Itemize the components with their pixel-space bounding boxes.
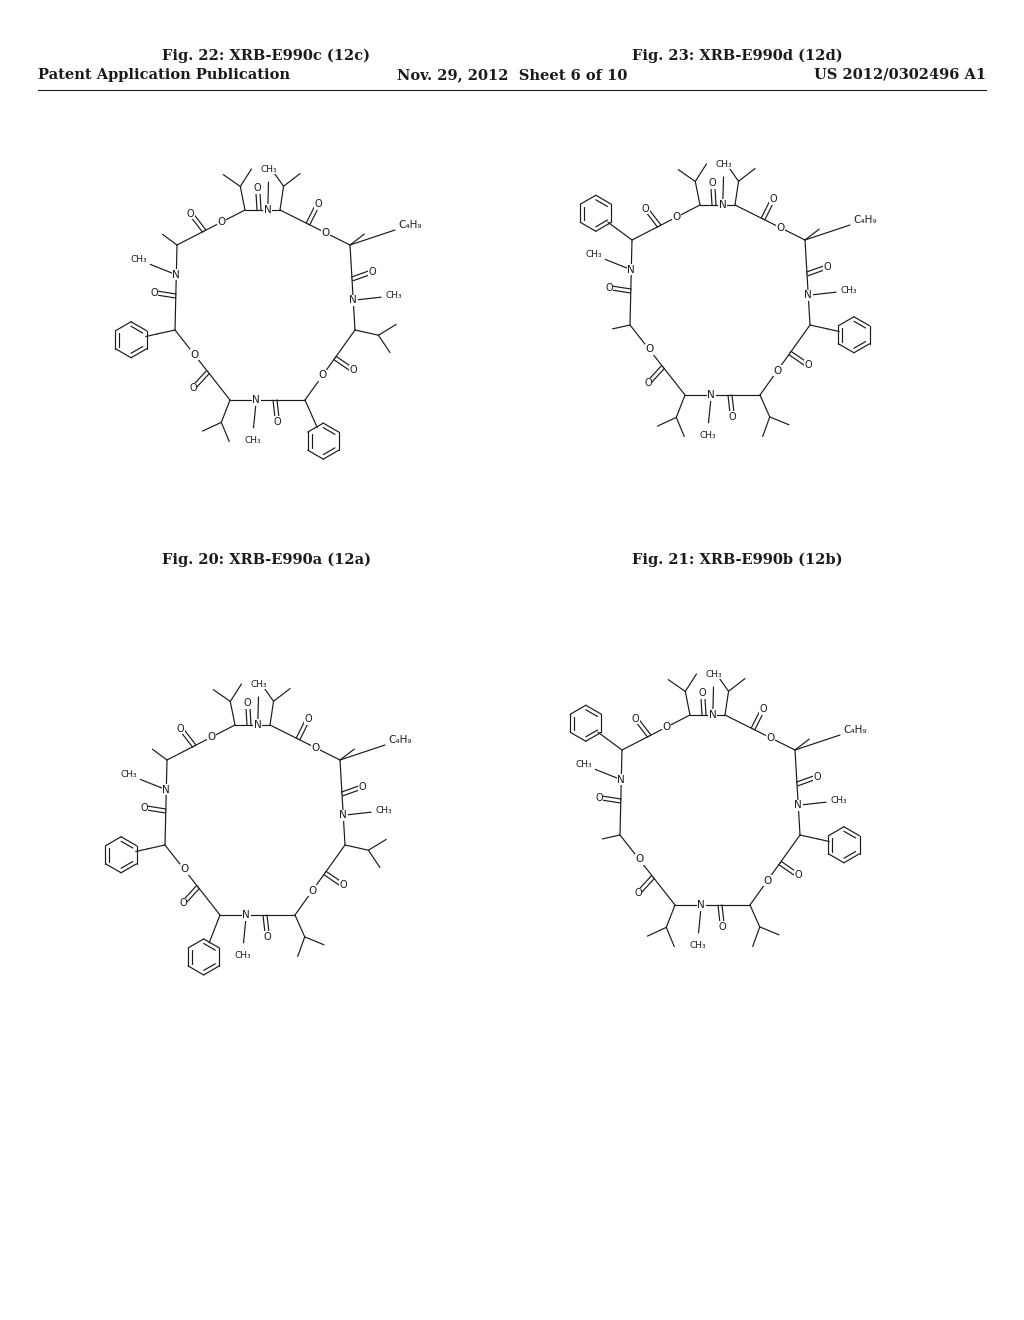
Text: O: O	[635, 854, 643, 865]
Text: C₄H₉: C₄H₉	[388, 735, 412, 744]
Text: CH₃: CH₃	[244, 436, 261, 445]
Text: O: O	[595, 792, 603, 803]
Text: O: O	[179, 898, 187, 908]
Text: O: O	[663, 722, 671, 733]
Text: O: O	[672, 213, 680, 222]
Text: O: O	[644, 379, 652, 388]
Text: N: N	[252, 395, 260, 405]
Text: O: O	[804, 360, 812, 371]
Text: CH₃: CH₃	[260, 165, 278, 174]
Text: N: N	[719, 201, 727, 210]
Text: Nov. 29, 2012  Sheet 6 of 10: Nov. 29, 2012 Sheet 6 of 10	[397, 69, 627, 82]
Text: O: O	[189, 383, 197, 393]
Text: N: N	[697, 900, 706, 909]
Text: O: O	[187, 209, 195, 219]
Text: N: N	[339, 810, 347, 820]
Text: O: O	[634, 888, 642, 898]
Text: N: N	[243, 909, 250, 920]
Text: O: O	[151, 288, 158, 297]
Text: O: O	[304, 714, 311, 725]
Text: O: O	[719, 921, 726, 932]
Text: O: O	[273, 417, 282, 426]
Text: O: O	[180, 865, 188, 874]
Text: C₄H₉: C₄H₉	[853, 215, 877, 224]
Text: O: O	[645, 345, 653, 355]
Text: N: N	[617, 775, 626, 785]
Text: CH₃: CH₃	[841, 286, 857, 296]
Text: O: O	[207, 733, 215, 742]
Text: N: N	[628, 265, 635, 275]
Text: O: O	[605, 282, 613, 293]
Text: N: N	[172, 269, 180, 280]
Text: Fig. 22: XRB-E990c (12c): Fig. 22: XRB-E990c (12c)	[162, 49, 371, 62]
Text: Patent Application Publication: Patent Application Publication	[38, 69, 290, 82]
Text: O: O	[318, 371, 327, 380]
Text: Fig. 21: XRB-E990b (12b): Fig. 21: XRB-E990b (12b)	[632, 553, 843, 566]
Text: O: O	[177, 723, 184, 734]
Text: N: N	[264, 205, 271, 215]
Text: US 2012/0302496 A1: US 2012/0302496 A1	[814, 69, 986, 82]
Text: CH₃: CH₃	[706, 671, 722, 678]
Text: O: O	[349, 366, 357, 375]
Text: Fig. 20: XRB-E990a (12a): Fig. 20: XRB-E990a (12a)	[162, 553, 371, 566]
Text: O: O	[311, 743, 319, 752]
Text: O: O	[244, 698, 252, 708]
Text: O: O	[698, 688, 707, 698]
Text: CH₃: CH₃	[385, 292, 401, 300]
Text: O: O	[358, 781, 367, 792]
Text: O: O	[263, 932, 271, 942]
Text: O: O	[814, 772, 821, 781]
Text: O: O	[729, 412, 736, 422]
Text: N: N	[795, 800, 802, 810]
Text: CH₃: CH₃	[716, 160, 732, 169]
Text: CH₃: CH₃	[575, 760, 592, 770]
Text: N: N	[805, 290, 812, 300]
Text: CH₃: CH₃	[234, 950, 251, 960]
Text: CH₃: CH₃	[586, 251, 602, 259]
Text: O: O	[773, 366, 781, 375]
Text: O: O	[254, 183, 261, 193]
Text: N: N	[254, 719, 261, 730]
Text: CH₃: CH₃	[699, 430, 716, 440]
Text: N: N	[349, 296, 357, 305]
Text: O: O	[763, 875, 772, 886]
Text: O: O	[766, 733, 774, 743]
Text: O: O	[339, 880, 347, 891]
Text: CH₃: CH₃	[120, 771, 137, 779]
Text: O: O	[642, 203, 649, 214]
Text: O: O	[190, 350, 199, 359]
Text: Fig. 23: XRB-E990d (12d): Fig. 23: XRB-E990d (12d)	[632, 49, 843, 62]
Text: C₄H₉: C₄H₉	[843, 725, 866, 735]
Text: O: O	[217, 218, 225, 227]
Text: O: O	[369, 267, 377, 277]
Text: O: O	[308, 886, 316, 895]
Text: CH₃: CH₃	[375, 807, 392, 816]
Text: O: O	[632, 714, 640, 723]
Text: O: O	[824, 261, 831, 272]
Text: N: N	[709, 710, 717, 719]
Text: N: N	[163, 785, 170, 795]
Text: CH₃: CH₃	[251, 680, 267, 689]
Text: O: O	[709, 178, 717, 187]
Text: CH₃: CH₃	[830, 796, 847, 805]
Text: O: O	[140, 803, 147, 813]
Text: O: O	[795, 870, 802, 880]
Text: O: O	[769, 194, 776, 205]
Text: N: N	[708, 389, 715, 400]
Text: CH₃: CH₃	[130, 255, 146, 264]
Text: O: O	[322, 228, 330, 238]
Text: C₄H₉: C₄H₉	[398, 220, 422, 230]
Text: CH₃: CH₃	[689, 941, 706, 950]
Text: O: O	[759, 705, 767, 714]
Text: O: O	[776, 223, 784, 232]
Text: O: O	[314, 199, 322, 210]
